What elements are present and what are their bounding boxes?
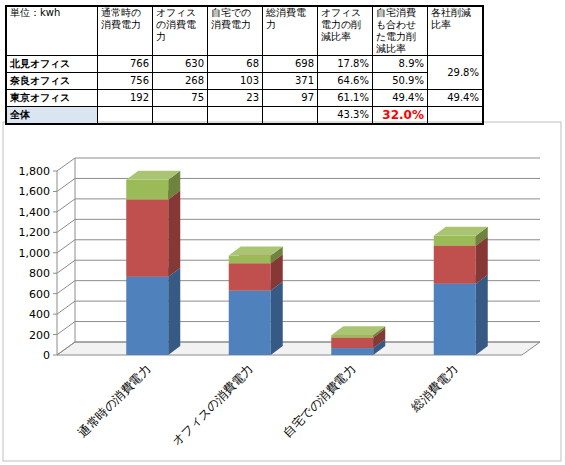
value-cell: 268 [153,73,208,90]
data-row: 北見オフィス7666306869817.8%8.9%29.8% [6,56,483,73]
value-cell: 756 [98,73,153,90]
empty-cell [153,107,208,125]
tick-mark [53,211,57,212]
value-cell: 97 [263,90,318,107]
header-cell: オフィスの消費電力 [153,6,208,56]
category-label: 総消費電力 [408,362,461,415]
header-cell: 自宅消費も合わせた電力削減比率 [373,6,428,56]
total-label: 全体 [6,107,98,125]
tick-label: 600 [29,288,50,301]
tick-mark [53,334,57,335]
value-cell: 630 [153,56,208,73]
bars [126,171,488,355]
bar-top [331,326,385,335]
bar [126,277,168,355]
tick-mark [53,171,57,172]
tick-mark [53,273,57,274]
chart-frame [3,122,561,461]
tick-label: 0 [43,349,50,362]
category-label: オフィスの消費電力 [170,362,256,448]
page: {"table": {"unit": "単位：kwh", "headers": … [0,0,565,465]
bar-side [476,275,488,355]
bar-side [168,268,180,355]
tick-label: 800 [29,267,50,280]
tick-label: 1,200 [19,226,51,239]
bar [126,199,168,276]
tick-mark [53,355,57,356]
empty-cell [98,107,153,125]
total-cell: 43.3% [318,107,373,125]
bar [126,180,168,200]
company-ratio: 49.4% [428,90,484,107]
header-cell: 通常時の消費電力 [98,6,153,56]
bar-side [168,190,180,276]
tick-label: 1,800 [19,165,51,178]
tick-label: 200 [29,329,50,342]
row-label: 東京オフィス [6,90,98,107]
back-wall-edge [75,158,76,342]
category-label: 通常時の消費電力 [76,362,154,440]
row-label: 奈良オフィス [6,73,98,90]
value-cell: 49.4% [373,90,428,107]
bar [331,348,373,355]
value-cell: 75 [153,90,208,107]
tick-label: 1,000 [19,247,51,260]
tick-label: 1,400 [19,206,51,219]
bar-top [229,247,283,256]
header-cell: 自宅での消費電力 [208,6,263,56]
data-row: 奈良オフィス75626810337164.6%50.9% [6,73,483,90]
row-label: 北見オフィス [6,56,98,73]
header-cell: オフィス電力の削減比率 [318,6,373,56]
bar [434,284,476,355]
header-row: 単位：kwh通常時の消費電力オフィスの消費電力自宅での消費電力総消費電力オフィス… [6,6,483,56]
bar [229,263,271,290]
value-cell: 192 [98,90,153,107]
bar-side [271,282,283,355]
value-cell: 17.8% [318,56,373,73]
value-cell: 766 [98,56,153,73]
tick-label: 400 [29,308,50,321]
value-cell: 68 [208,56,263,73]
value-cell: 64.6% [318,73,373,90]
company-ratio: 29.8% [428,56,484,90]
bar [434,236,476,246]
bar [229,291,271,355]
data-row: 東京オフィス19275239761.1%49.4%49.4% [6,90,483,107]
value-cell: 61.1% [318,90,373,107]
tick-mark [53,314,57,315]
bar-top [126,171,180,180]
value-cell: 23 [208,90,263,107]
value-axis [57,171,58,355]
empty-cell [263,107,318,125]
total-row: 全体 43.3%32.0% [6,107,483,125]
value-cell: 8.9% [373,56,428,73]
bar-top [434,227,488,236]
value-cell: 50.9% [373,73,428,90]
empty-cell [428,107,484,125]
unit-cell: 単位：kwh [6,6,98,56]
header-cell: 各社削減比率 [428,6,484,56]
total-cell: 32.0% [373,107,428,125]
bar [331,335,373,337]
bar [434,246,476,284]
value-cell: 371 [263,73,318,90]
value-cell: 698 [263,56,318,73]
data-table: 単位：kwh通常時の消費電力オフィスの消費電力自宅での消費電力総消費電力オフィス… [5,5,484,125]
tick-label: 1,600 [19,185,51,198]
value-cell: 103 [208,73,263,90]
bar [331,338,373,349]
chart: 0 200 400 600 800 1,000 1,200 1,400 1,600 1,800 通常… [0,0,565,465]
empty-cell [208,107,263,125]
bar [229,256,271,264]
tick-mark [53,232,57,233]
tick-mark [53,293,57,294]
tick-mark [53,191,57,192]
category-label: 自宅での消費電力 [281,362,359,440]
tick-mark [53,252,57,253]
grid-line [57,158,540,171]
header-cell: 総消費電力 [263,6,318,56]
